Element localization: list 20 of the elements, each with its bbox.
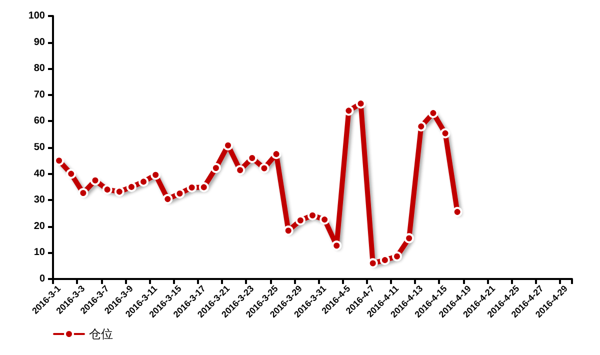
point <box>320 214 330 225</box>
point <box>174 188 185 199</box>
point <box>210 163 221 174</box>
y-tick-label: 30 <box>34 194 46 206</box>
y-tick-label: 70 <box>34 89 46 100</box>
point <box>66 168 76 179</box>
point <box>295 215 306 226</box>
legend-label: 仓位 <box>89 327 113 341</box>
point <box>126 182 136 192</box>
y-tick-label: 40 <box>34 168 46 180</box>
y-tick-label: 60 <box>34 116 46 127</box>
y-tick-label: 100 <box>28 10 46 22</box>
y-tick-label: 20 <box>34 220 46 232</box>
point <box>392 251 402 262</box>
y-tick-label: 50 <box>34 142 46 153</box>
point <box>138 176 149 187</box>
y-tick-label: 0 <box>39 274 46 284</box>
y-tick-label: 80 <box>34 63 46 74</box>
y-tick-label: 90 <box>34 36 46 48</box>
y-tick-label: 10 <box>34 247 46 258</box>
